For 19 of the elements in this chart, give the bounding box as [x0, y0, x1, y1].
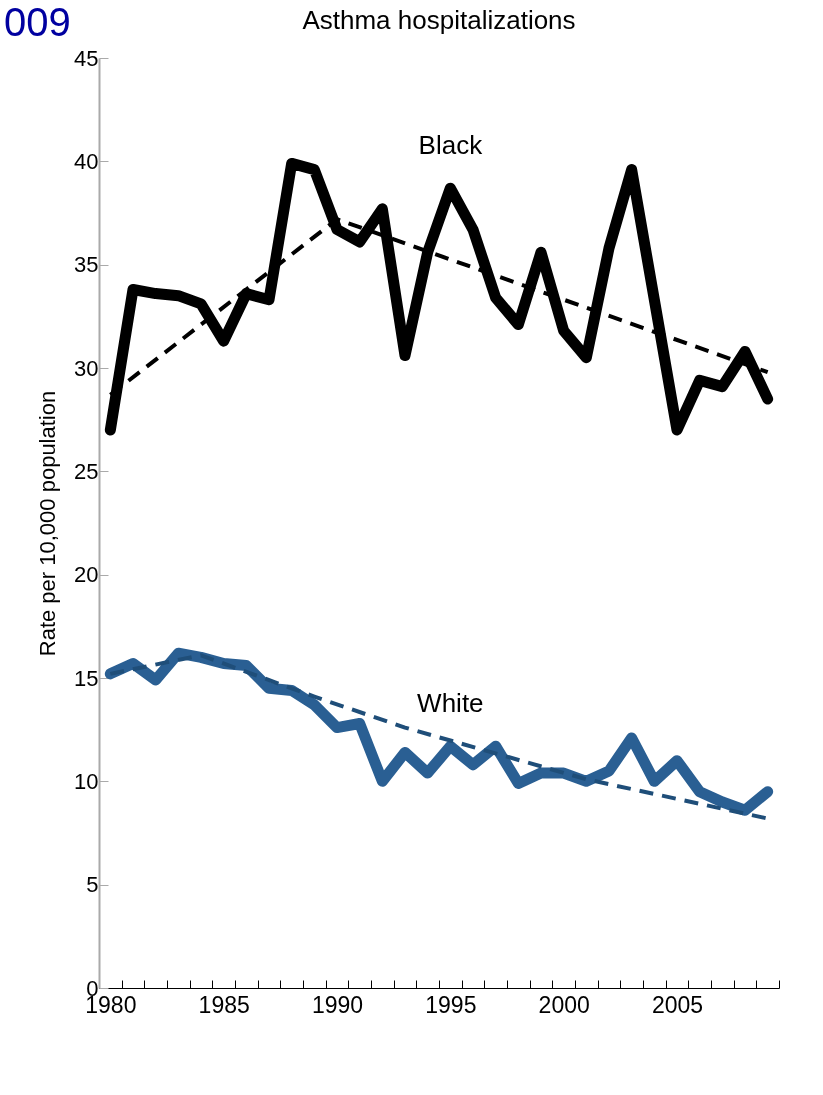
series-label: White: [417, 688, 484, 719]
y-tick-label: 20: [74, 562, 99, 588]
y-tick-label: 40: [74, 148, 99, 174]
y-tick-label: 30: [74, 355, 99, 381]
y-tick-label: 35: [74, 252, 99, 278]
text: 009: [4, 0, 71, 44]
chart-title: Asthma hospitalizations: [302, 5, 576, 35]
x-tick-label: 1995: [425, 991, 477, 1018]
y-tick-label: 25: [74, 458, 99, 484]
x-tick-label: 1990: [311, 991, 364, 1018]
y-tick-label: 45: [74, 45, 99, 71]
x-tick-label: 2000: [538, 991, 590, 1018]
x-tick-label: 1985: [198, 991, 250, 1018]
series-label: Black: [418, 130, 484, 161]
y-tick-label: 10: [74, 768, 99, 794]
x-tick-label: 2005: [651, 991, 704, 1018]
y-tick-label: 5: [86, 872, 99, 898]
y-tick-label: 15: [74, 665, 99, 691]
y-axis-title: Rate per 10,000 population: [35, 390, 61, 657]
